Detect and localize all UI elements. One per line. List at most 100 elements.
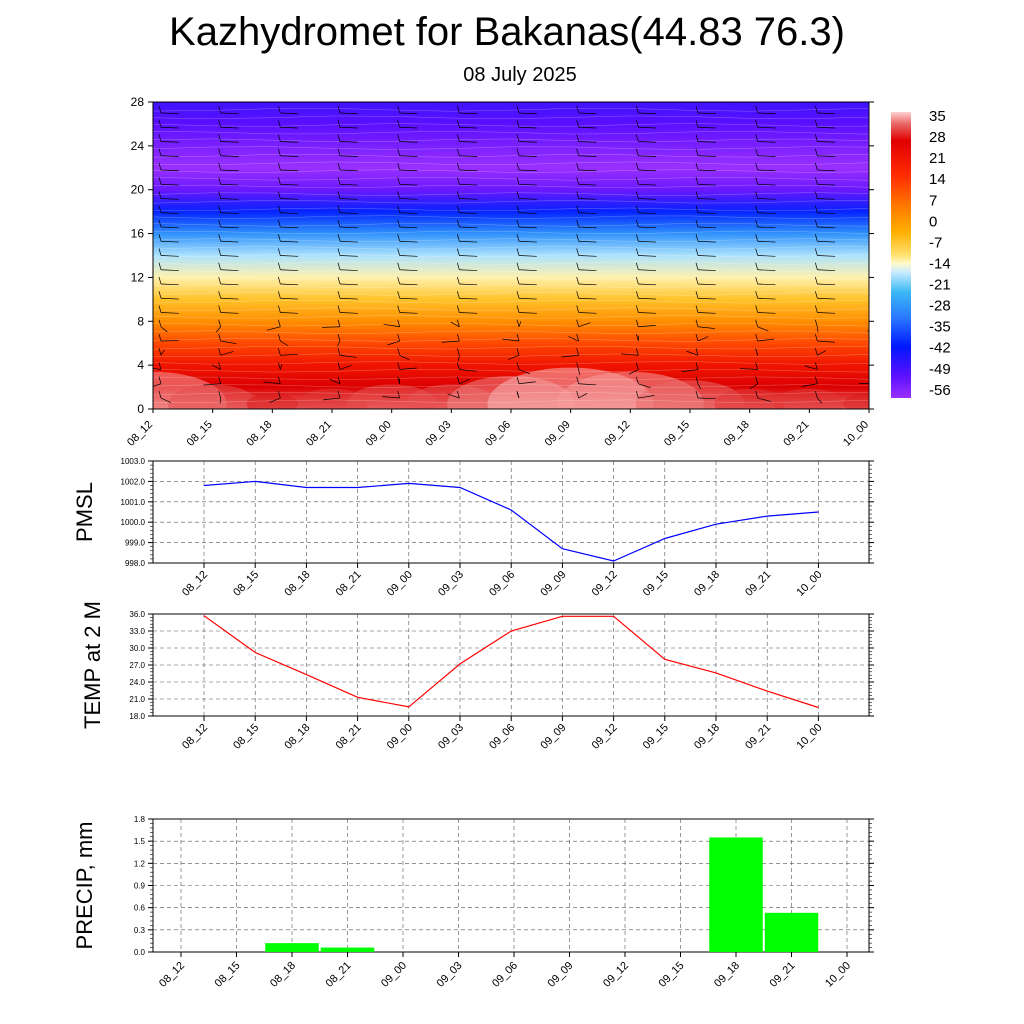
wind-barb-flag: [277, 276, 281, 285]
heatmap-xtick-label: 09_12: [602, 419, 632, 449]
precip-xtick-label: 08_18: [268, 960, 298, 990]
wind-barb-flag: [576, 120, 580, 128]
isotherm-line: [153, 123, 869, 127]
wind-barb-shaft: [459, 369, 477, 372]
wind-barb-flag: [755, 191, 759, 199]
wind-barb-flag: [337, 148, 341, 156]
wind-barb-shaft: [280, 155, 299, 157]
wind-barb-shaft: [578, 283, 597, 286]
pmsl-ylabel: PMSL: [72, 482, 97, 542]
wind-barb-flag: [814, 105, 818, 114]
wind-barb-shaft: [220, 155, 239, 157]
wind-barb-shaft: [266, 326, 281, 331]
isotherm-line: [153, 276, 869, 281]
wind-barb-flag: [397, 262, 401, 270]
wind-barb-flag: [397, 376, 401, 384]
wind-barb-shaft: [339, 365, 352, 370]
wind-barb-flag: [814, 162, 818, 171]
colorbar-label: 28: [929, 129, 946, 146]
heatmap-background: [153, 102, 869, 409]
wind-barb-flag: [635, 120, 639, 128]
precip-xtick-label: 09_00: [379, 960, 409, 990]
wind-barb-flag: [635, 177, 639, 185]
wind-barb-flag: [277, 162, 281, 171]
wind-barb-shaft: [817, 312, 836, 314]
wind-barb-shaft: [739, 368, 758, 370]
wind-barb-shaft: [816, 326, 819, 333]
colorbar-label: -42: [929, 340, 951, 357]
temp-2m-xtick-label: 09_06: [487, 722, 517, 752]
pmsl-xtick-label: 09_21: [743, 569, 773, 599]
isotherm-line: [153, 138, 869, 143]
wind-barb-shaft: [399, 255, 418, 257]
wind-barb-flag: [277, 305, 281, 313]
heatmap-xtick-label: 10_00: [841, 419, 871, 449]
wind-barb-flag: [277, 105, 281, 114]
isotherm-line: [153, 169, 869, 173]
wind-barb-shaft: [441, 340, 460, 343]
wind-barb-shaft: [757, 198, 776, 200]
wind-barb-flag: [218, 162, 222, 171]
wind-barb-flag: [576, 234, 580, 242]
wind-barb-shaft: [269, 397, 281, 403]
wind-barb-flag: [695, 105, 699, 114]
wind-barb-shaft: [638, 297, 657, 300]
wind-barb-shaft: [459, 126, 478, 129]
wind-barb-flag: [695, 177, 699, 185]
wind-barb-flag: [576, 333, 580, 342]
wind-barb-flag: [158, 205, 162, 213]
wind-barb-shaft: [578, 126, 597, 129]
wind-barb-shaft: [638, 183, 657, 186]
wind-barb-shaft: [339, 183, 358, 186]
wind-barb-shaft: [280, 183, 299, 186]
wind-barb-shaft: [459, 312, 478, 314]
wind-barb-flag: [875, 391, 877, 398]
isotherm-line: [153, 177, 869, 181]
wind-barb-flag: [814, 348, 818, 356]
wind-barb-flag: [695, 134, 699, 142]
wind-barb-flag: [695, 305, 699, 313]
wind-barb-shaft: [561, 354, 579, 358]
temp-2m-xtick-label: 08_21: [334, 722, 364, 752]
wind-barb-shaft: [160, 255, 179, 257]
wind-barb-shaft: [279, 364, 283, 370]
wind-barb-flag: [576, 376, 580, 384]
wind-barb-flag: [397, 319, 401, 327]
wind-barb-shaft: [459, 269, 478, 271]
wind-barb-flag: [218, 348, 222, 356]
wind-barb-shaft: [459, 141, 478, 143]
wind-barb-flag: [456, 276, 460, 285]
wind-barb-shaft: [638, 112, 657, 115]
wind-barb-shaft: [518, 321, 522, 327]
wind-barb-flag: [337, 291, 341, 299]
wind-barb-flag: [218, 205, 222, 213]
isotherm-line: [153, 230, 869, 235]
wind-barb-shaft: [757, 155, 776, 157]
wind-barb-flag: [158, 376, 162, 384]
wind-barb-shaft: [220, 141, 239, 143]
wind-barb-flag: [218, 177, 222, 185]
wind-barb-shaft: [280, 240, 299, 243]
wind-barb-shaft: [697, 397, 716, 400]
wind-barb-shaft: [220, 198, 239, 200]
wind-barb-shaft: [757, 312, 776, 314]
wind-barb-shaft: [399, 141, 418, 143]
wind-barb-shaft: [757, 126, 776, 129]
temp-2m-ytick-label: 18.0: [129, 712, 145, 721]
wind-barb-flag: [814, 333, 818, 342]
wind-barb-shaft: [280, 312, 299, 314]
wind-barb-flag: [456, 219, 460, 228]
temp-2m-ytick-label: 21.0: [129, 695, 145, 704]
precip-xtick-label: 08_12: [157, 960, 187, 990]
wind-barb-shaft: [399, 354, 410, 361]
wind-barb-shaft: [817, 340, 835, 343]
temp-2m-ylabel: TEMP at 2 M: [80, 601, 105, 729]
wind-barb-shaft: [450, 321, 460, 328]
wind-barb-flag: [218, 191, 222, 199]
wind-barb-flag: [158, 177, 162, 185]
wind-barb-shaft: [399, 240, 418, 243]
wind-barb-flag: [875, 220, 877, 227]
wind-barb-flag: [635, 376, 639, 384]
wind-barb-flag: [635, 105, 639, 114]
